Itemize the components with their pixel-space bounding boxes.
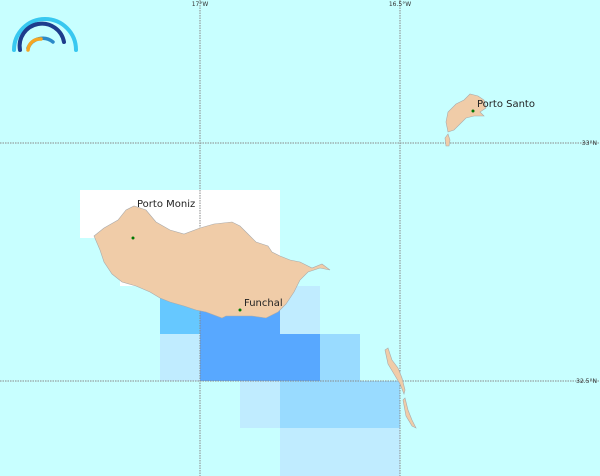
- place-funchal[interactable]: Funchal: [238, 298, 283, 312]
- place-label: Porto Moniz: [137, 199, 195, 210]
- longitude-label: 16.5°W: [389, 1, 411, 8]
- place-label: Funchal: [244, 298, 283, 309]
- desertas-deserta-grande: [384, 347, 406, 395]
- land: [93, 93, 487, 429]
- cell-level-2: [320, 334, 360, 381]
- porto-santo-island: [445, 93, 487, 133]
- latitude-label: 32.5°N: [576, 378, 597, 385]
- cell-level-2: [280, 381, 400, 428]
- place-label: Porto Santo: [477, 99, 535, 110]
- cell-level-1: [240, 381, 280, 428]
- longitude-label: 17°W: [192, 1, 209, 8]
- madeira-island: [93, 205, 331, 319]
- rainbow-arcs-logo: [12, 17, 78, 52]
- cell-level-1: [280, 428, 400, 476]
- place-porto-santo[interactable]: Porto Santo: [471, 99, 535, 113]
- ilheu-de-cima: [444, 133, 451, 147]
- place-porto-moniz[interactable]: Porto Moniz: [131, 199, 196, 240]
- cell-level-1: [160, 334, 200, 381]
- desertas-bugio: [402, 397, 417, 429]
- latitude-label: 33°N: [582, 140, 597, 147]
